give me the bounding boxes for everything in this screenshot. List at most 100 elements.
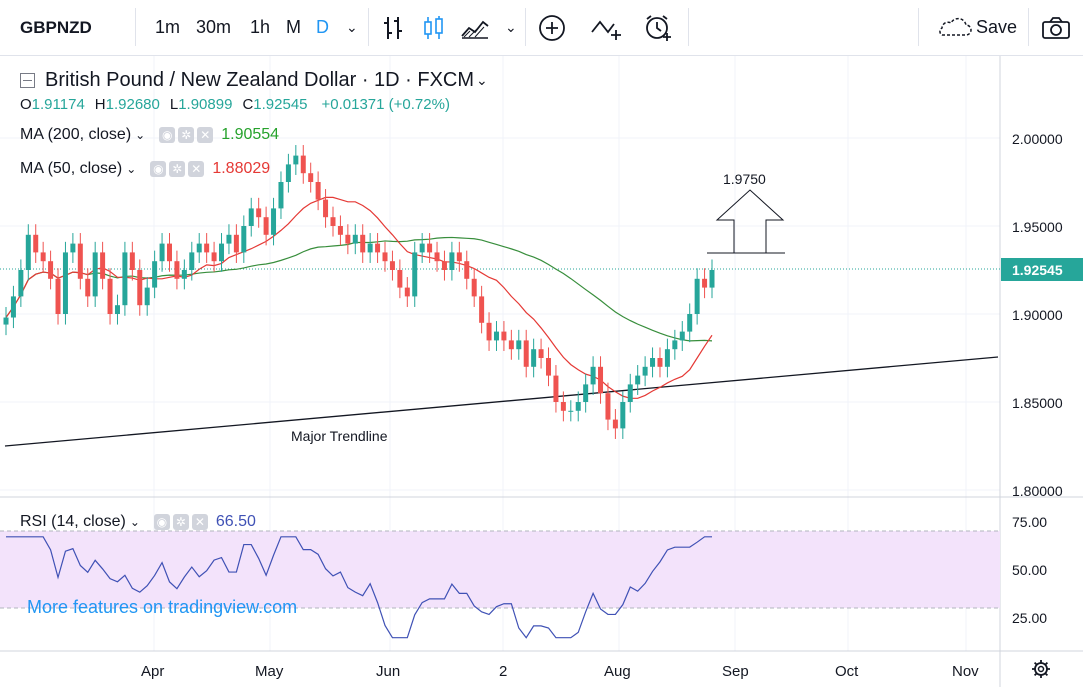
candle-body (375, 243, 381, 253)
interval-1h[interactable]: 1h (250, 17, 271, 37)
candle-body (434, 252, 440, 262)
interval-day[interactable]: D (316, 17, 329, 37)
candle-body (471, 278, 477, 297)
candle-body (278, 182, 284, 209)
ma200-legend[interactable]: MA (200, close) ⌄ ◉ ✲ ✕ 1.90554 (20, 126, 279, 144)
rsi-value: 66.50 (215, 513, 256, 530)
candle-body (508, 340, 514, 350)
candles-chart-type-icon[interactable] (423, 0, 445, 55)
candle-body (144, 287, 150, 306)
ma50-legend[interactable]: MA (50, close) ⌄ ◉ ✲ ✕ 1.88029 (20, 160, 270, 178)
chevron-down-icon[interactable]: ⌄ (126, 162, 137, 176)
price-tick: 1.80000 (1012, 483, 1063, 499)
save-button[interactable]: Save (936, 0, 1017, 55)
eye-icon[interactable]: ◉ (153, 514, 170, 530)
bar-chart-type-icon[interactable] (382, 0, 406, 55)
candles (3, 145, 715, 439)
interval-dropdown-chevron-icon[interactable]: ⌄ (346, 19, 358, 35)
candle-body (687, 314, 693, 332)
toolbar-divider (918, 8, 919, 46)
ma50-value: 1.88029 (212, 160, 271, 177)
rsi-tick: 25.00 (1012, 610, 1047, 626)
toolbar-divider (135, 8, 136, 46)
candle-body (323, 199, 329, 218)
time-tick: Aug (604, 663, 631, 680)
candle-body (538, 349, 544, 358)
candle-body (62, 252, 68, 314)
settings-icon[interactable]: ✲ (172, 514, 189, 530)
alert-clock-icon[interactable] (643, 0, 673, 55)
candle-body (627, 384, 633, 402)
interval-1m[interactable]: 1m (155, 17, 181, 37)
settings-icon[interactable]: ✲ (178, 127, 195, 143)
toolbar-divider (525, 8, 526, 46)
chart-type-dropdown-chevron-icon[interactable]: ⌄ (505, 19, 517, 35)
camera-icon[interactable] (1041, 0, 1071, 55)
compare-symbol-icon[interactable] (590, 0, 624, 55)
time-tick: Nov (952, 663, 979, 680)
candle-body (590, 366, 596, 385)
change-value: +0.01371 (+0.72%) (321, 96, 450, 113)
candle-body (114, 305, 120, 314)
candle-body (382, 252, 388, 262)
high-value: 1.92680 (105, 96, 160, 113)
indicator-controls: ◉ ✲ ✕ (153, 514, 208, 530)
chart-title[interactable]: British Pound / New Zealand Dollar · 1D … (20, 69, 488, 92)
chevron-down-icon[interactable]: ⌄ (135, 128, 146, 142)
candle-body (531, 349, 537, 367)
candle-body (657, 358, 663, 367)
symbol-search[interactable]: GBPNZD (20, 17, 92, 37)
candle-body (441, 261, 447, 270)
area-chart-type-icon[interactable] (460, 0, 490, 55)
candle-body (18, 270, 24, 297)
major-trendline[interactable] (4, 356, 999, 447)
candle-body (479, 296, 485, 323)
close-icon[interactable]: ✕ (188, 161, 205, 177)
open-label: O (20, 96, 32, 113)
rsi-path (6, 536, 712, 639)
rsi-legend[interactable]: RSI (14, close) ⌄ ◉ ✲ ✕ 66.50 (20, 513, 256, 531)
candle-body (181, 270, 187, 279)
eye-icon[interactable]: ◉ (159, 127, 176, 143)
candle-body (672, 340, 678, 350)
candle-body (389, 261, 395, 270)
candle-body (70, 243, 76, 253)
time-tick: 2 (499, 663, 507, 680)
close-icon[interactable]: ✕ (197, 127, 214, 143)
candle-body (189, 252, 195, 270)
candle-body (293, 155, 299, 165)
high-label: H (94, 96, 106, 113)
candle-body (397, 270, 403, 288)
tradingview-watermark[interactable]: More features on tradingview.com (27, 597, 298, 617)
settings-icon[interactable]: ✲ (169, 161, 186, 177)
toolbar-divider (1028, 8, 1029, 46)
collapse-icon[interactable] (20, 73, 35, 88)
candle-body (271, 208, 277, 235)
candle-body (709, 270, 715, 288)
eye-icon[interactable]: ◉ (150, 161, 167, 177)
indicator-controls: ◉ ✲ ✕ (159, 127, 214, 143)
candle-body (702, 278, 708, 288)
candle-body (664, 349, 670, 367)
chevron-down-icon[interactable]: ⌄ (129, 515, 140, 529)
candle-body (166, 243, 172, 262)
candle-body (635, 375, 641, 385)
candle-body (679, 331, 685, 341)
target-arrow[interactable] (707, 189, 785, 254)
close-value: 1.92545 (253, 96, 308, 113)
candle-body (598, 366, 604, 394)
candle-body (204, 243, 210, 253)
open-value: 1.91174 (31, 96, 85, 113)
interval-30m[interactable]: 30m (196, 17, 232, 37)
gear-icon[interactable] (1032, 660, 1050, 678)
candle-body (48, 261, 54, 279)
interval-month[interactable]: M (286, 17, 301, 37)
candle-body (412, 252, 418, 297)
close-icon[interactable]: ✕ (191, 514, 208, 530)
chevron-down-icon[interactable]: ⌄ (476, 72, 488, 88)
candle-body (360, 234, 366, 253)
candle-body (456, 252, 462, 262)
add-indicator-icon[interactable] (538, 0, 566, 55)
candle-body (612, 419, 618, 429)
